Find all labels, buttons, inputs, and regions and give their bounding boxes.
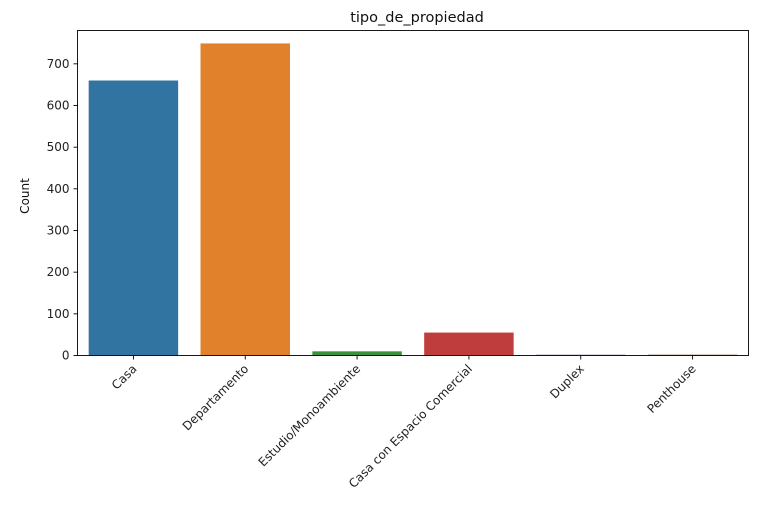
y-axis-label: Count <box>18 178 32 214</box>
y-tick-label: 400 <box>47 182 70 196</box>
x-tick-label: Penthouse <box>644 362 698 416</box>
y-axis-ticks: 0 100 200 300 400 500 600 700 <box>47 57 78 363</box>
bar-casa-con-espacio-comercial <box>424 332 514 356</box>
plot-frame <box>77 30 749 356</box>
y-tick-label: 600 <box>47 99 70 113</box>
y-tick-label: 200 <box>47 265 70 279</box>
x-tick-label: Casa con Espacio Comercial <box>346 362 475 491</box>
x-axis-ticks: Casa Departamento Estudio/MonoambienteCasa… <box>109 355 699 491</box>
x-tick-label: Casa <box>109 362 140 393</box>
chart-title: tipo_de_propiedad <box>350 10 484 26</box>
y-tick-label: 300 <box>47 224 70 238</box>
y-tick-label: 100 <box>47 307 70 321</box>
x-tick-label: Departamento <box>180 362 252 434</box>
bar-estudio-monoambiente <box>312 351 402 356</box>
x-tick-label: Estudio/Monoambiente <box>256 362 364 470</box>
bars <box>88 43 738 356</box>
x-tick-label: Duplex <box>547 362 587 402</box>
y-tick-label: 500 <box>47 140 70 154</box>
bar-departamento <box>200 43 290 356</box>
y-tick-label: 700 <box>47 57 70 71</box>
y-tick-label: 0 <box>62 349 70 363</box>
bar-casa <box>88 80 179 356</box>
